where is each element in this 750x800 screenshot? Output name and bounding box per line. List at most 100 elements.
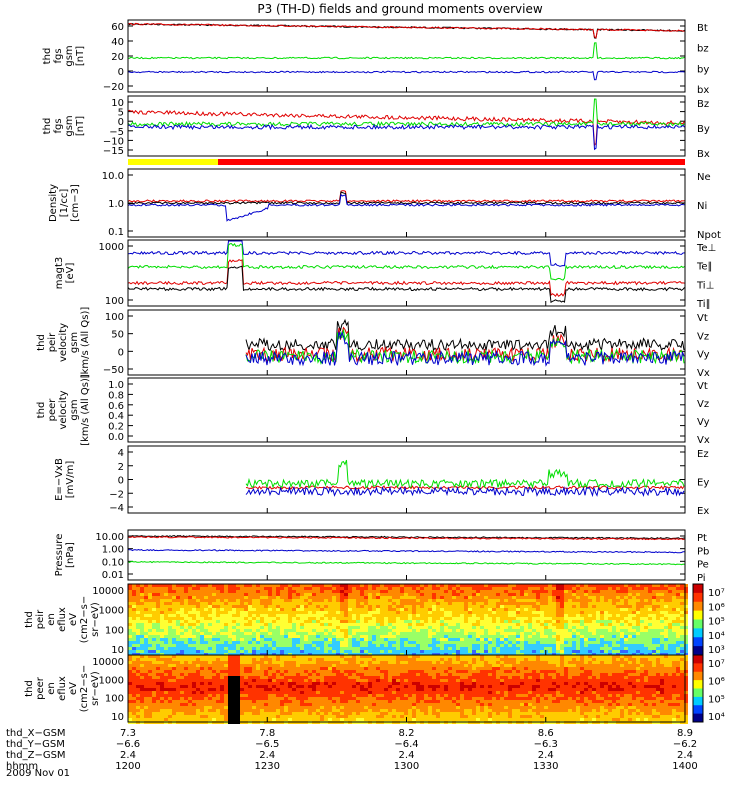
heatmap-cell (328, 626, 332, 629)
heatmap-cell (280, 611, 284, 614)
heatmap-cell (236, 694, 240, 697)
heatmap-cell (128, 590, 132, 593)
heatmap-cell (500, 587, 504, 590)
heatmap-cell (324, 587, 328, 590)
heatmap-cell (456, 614, 460, 617)
heatmap-cell (412, 635, 416, 638)
heatmap-cell (228, 587, 232, 590)
heatmap-cell (364, 638, 368, 641)
heatmap-cell (212, 709, 216, 712)
heatmap-cell (428, 632, 432, 635)
heatmap-cell (300, 667, 304, 670)
heatmap-cell (204, 623, 208, 626)
heatmap-cell (240, 596, 244, 599)
heatmap-cell (604, 650, 608, 653)
heatmap-cell (288, 620, 292, 623)
heatmap-cell (384, 638, 388, 641)
heatmap-cell (340, 691, 344, 694)
heatmap-cell (136, 664, 140, 667)
heatmap-cell (488, 593, 492, 596)
heatmap-cell (528, 590, 532, 593)
heatmap-cell (220, 715, 224, 718)
heatmap-cell (356, 685, 360, 688)
heatmap-cell (240, 632, 244, 635)
heatmap-cell (608, 632, 612, 635)
heatmap-cell (192, 605, 196, 608)
series-line-Ex (245, 485, 685, 498)
heatmap-cell (596, 611, 600, 614)
panel-6-ytick: 0.6 (108, 401, 124, 412)
panel-1-ytick: 60 (111, 22, 124, 33)
heatmap-cell (624, 605, 628, 608)
heatmap-cell (260, 676, 264, 679)
heatmap-cell (172, 635, 176, 638)
heatmap-cell (348, 676, 352, 679)
colorbar-segment (693, 601, 703, 612)
heatmap-cell (172, 590, 176, 593)
heatmap-cell (532, 605, 536, 608)
heatmap-cell (420, 632, 424, 635)
heatmap-cell (224, 644, 228, 647)
heatmap-cell (388, 602, 392, 605)
heatmap-cell (592, 635, 596, 638)
heatmap-cell (408, 593, 412, 596)
heatmap-cell (156, 650, 160, 653)
heatmap-cell (196, 584, 200, 587)
heatmap-cell (252, 685, 256, 688)
heatmap-cell (316, 700, 320, 703)
heatmap-cell (340, 694, 344, 697)
heatmap-cell (132, 688, 136, 691)
heatmap-cell (136, 715, 140, 718)
heatmap-cell (336, 673, 340, 676)
heatmap-cell (616, 611, 620, 614)
legend-Pe: Pe (697, 560, 709, 571)
heatmap-cell (516, 587, 520, 590)
heatmap-cell (188, 650, 192, 653)
heatmap-cell (568, 587, 572, 590)
heatmap-cell (332, 584, 336, 587)
heatmap-cell (592, 605, 596, 608)
heatmap-cell (412, 617, 416, 620)
heatmap-cell (440, 647, 444, 650)
heatmap-cell (144, 718, 148, 721)
heatmap-cell (220, 673, 224, 676)
heatmap-cell (328, 632, 332, 635)
heatmap-cell (336, 605, 340, 608)
heatmap-cell (240, 593, 244, 596)
heatmap-cell (336, 617, 340, 620)
heatmap-cell (680, 650, 684, 653)
heatmap-cell (644, 620, 648, 623)
heatmap-cell (364, 596, 368, 599)
heatmap-cell (644, 602, 648, 605)
heatmap-cell (508, 641, 512, 644)
heatmap-cell (224, 709, 228, 712)
heatmap-cell (248, 697, 252, 700)
heatmap-cell (632, 623, 636, 626)
heatmap-cell (316, 644, 320, 647)
heatmap-cell (304, 667, 308, 670)
heatmap-cell (224, 718, 228, 721)
heatmap-cell (240, 703, 244, 706)
heatmap-cell (196, 650, 200, 653)
heatmap-cell (184, 670, 188, 673)
heatmap-cell (380, 629, 384, 632)
heatmap-cell (348, 635, 352, 638)
heatmap-cell (144, 688, 148, 691)
heatmap-cell (472, 587, 476, 590)
heatmap-cell (412, 632, 416, 635)
heatmap-cell (204, 644, 208, 647)
heatmap-cell (408, 608, 412, 611)
heatmap-cell (668, 614, 672, 617)
heatmap-cell (584, 614, 588, 617)
heatmap-cell (568, 605, 572, 608)
heatmap-cell (152, 688, 156, 691)
heatmap-cell (348, 697, 352, 700)
heatmap-cell (512, 614, 516, 617)
heatmap-cell (212, 670, 216, 673)
heatmap-cell (540, 593, 544, 596)
panel-2-ytick: 0 (118, 117, 124, 128)
heatmap-cell (436, 605, 440, 608)
heatmap-cell (296, 596, 300, 599)
heatmap-cell (352, 694, 356, 697)
heatmap-cell (552, 638, 556, 641)
